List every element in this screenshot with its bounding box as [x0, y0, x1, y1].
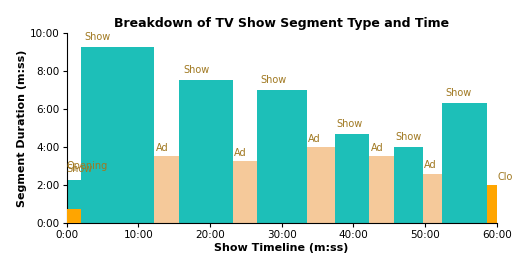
- Bar: [487, 185, 497, 223]
- Bar: [370, 156, 395, 223]
- Bar: [81, 47, 155, 223]
- Bar: [67, 180, 81, 223]
- Bar: [180, 80, 233, 223]
- Text: Opening: Opening: [67, 161, 108, 171]
- Text: Ad: Ad: [156, 143, 168, 153]
- Text: Show: Show: [260, 75, 286, 85]
- Bar: [155, 156, 179, 223]
- Title: Breakdown of TV Show Segment Type and Time: Breakdown of TV Show Segment Type and Ti…: [114, 17, 449, 30]
- Bar: [394, 147, 423, 223]
- Text: Show: Show: [445, 88, 472, 98]
- Y-axis label: Segment Duration (m:ss): Segment Duration (m:ss): [17, 49, 27, 206]
- Bar: [233, 161, 257, 223]
- Text: Ad: Ad: [371, 143, 383, 153]
- Bar: [335, 134, 370, 223]
- Text: Ad: Ad: [424, 160, 437, 170]
- Bar: [257, 90, 307, 223]
- Bar: [423, 174, 442, 223]
- Bar: [67, 209, 81, 223]
- Text: Ad: Ad: [308, 134, 321, 144]
- Text: Show: Show: [183, 66, 209, 75]
- Bar: [442, 103, 487, 223]
- X-axis label: Show Timeline (m:ss): Show Timeline (m:ss): [215, 243, 349, 253]
- Text: Show: Show: [67, 164, 93, 174]
- Text: Closing: Closing: [497, 172, 512, 182]
- Text: Ad: Ad: [234, 148, 247, 158]
- Text: Show: Show: [336, 119, 363, 129]
- Text: Show: Show: [84, 32, 111, 42]
- Text: Show: Show: [396, 132, 422, 142]
- Bar: [307, 147, 335, 223]
